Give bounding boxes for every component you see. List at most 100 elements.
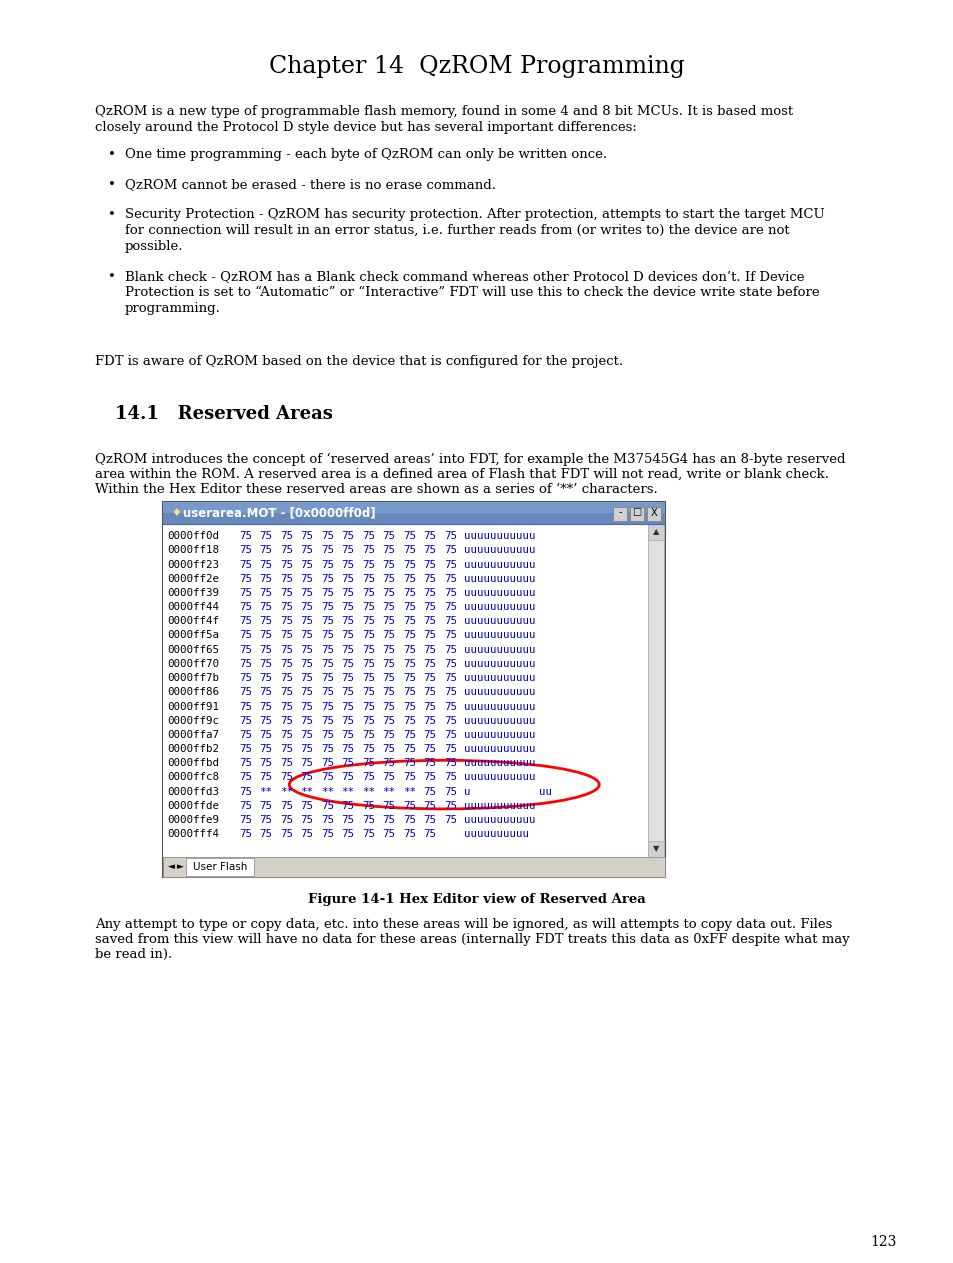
Text: 75: 75	[402, 730, 416, 740]
Text: Figure 14-1 Hex Editor view of Reserved Area: Figure 14-1 Hex Editor view of Reserved …	[308, 893, 645, 906]
Text: 75: 75	[259, 659, 273, 669]
Text: 75: 75	[361, 532, 375, 541]
Text: 75: 75	[320, 630, 334, 640]
Text: uuuuuuuuuuu: uuuuuuuuuuu	[463, 701, 535, 711]
Text: 75: 75	[423, 730, 436, 740]
Bar	[613, 506, 626, 522]
Text: 75: 75	[382, 532, 395, 541]
Text: 75: 75	[341, 673, 355, 683]
Text: •: •	[108, 270, 116, 283]
Bar	[163, 524, 647, 858]
Text: 75: 75	[443, 716, 456, 726]
Text: 75: 75	[320, 716, 334, 726]
Text: **: **	[320, 787, 334, 797]
Text: 75: 75	[239, 687, 252, 697]
Text: 75: 75	[239, 602, 252, 613]
Text: 75: 75	[443, 587, 456, 597]
Bar	[163, 501, 664, 524]
Text: 75: 75	[300, 573, 314, 584]
Text: ♦: ♦	[171, 508, 181, 518]
Text: 0000ffe9: 0000ffe9	[167, 815, 219, 825]
Text: 75: 75	[280, 573, 293, 584]
Text: u: u	[463, 787, 470, 797]
Text: 75: 75	[423, 546, 436, 556]
Text: 75: 75	[423, 787, 436, 797]
Bar	[163, 858, 664, 877]
Text: 75: 75	[443, 730, 456, 740]
Text: 75: 75	[300, 701, 314, 711]
Text: 75: 75	[382, 630, 395, 640]
Text: ▼: ▼	[653, 845, 659, 854]
Text: 75: 75	[382, 773, 395, 783]
Text: 75: 75	[300, 830, 314, 840]
Text: 0000ff70: 0000ff70	[167, 659, 219, 669]
Text: 75: 75	[402, 573, 416, 584]
Text: 75: 75	[300, 587, 314, 597]
Text: 75: 75	[423, 744, 436, 754]
Text: 75: 75	[280, 673, 293, 683]
Text: 75: 75	[382, 644, 395, 654]
Text: **: **	[300, 787, 314, 797]
Text: QzROM is a new type of programmable flash memory, found in some 4 and 8 bit MCUs: QzROM is a new type of programmable flas…	[95, 105, 792, 117]
Text: uuuuuuuuuuu: uuuuuuuuuuu	[463, 602, 535, 613]
Text: 75: 75	[320, 659, 334, 669]
Text: 75: 75	[341, 744, 355, 754]
Text: 75: 75	[280, 560, 293, 570]
Text: 75: 75	[300, 673, 314, 683]
Text: 75: 75	[402, 830, 416, 840]
Text: 75: 75	[239, 701, 252, 711]
Text: 75: 75	[239, 560, 252, 570]
Text: 75: 75	[341, 644, 355, 654]
Text: 75: 75	[259, 687, 273, 697]
Text: 75: 75	[300, 687, 314, 697]
Text: 75: 75	[423, 701, 436, 711]
Text: 0000ffc8: 0000ffc8	[167, 773, 219, 783]
Text: 75: 75	[382, 602, 395, 613]
Text: 75: 75	[423, 630, 436, 640]
Text: 75: 75	[443, 659, 456, 669]
Text: 75: 75	[259, 744, 273, 754]
Text: 75: 75	[239, 673, 252, 683]
Text: 75: 75	[361, 701, 375, 711]
Text: 75: 75	[300, 546, 314, 556]
Text: 75: 75	[259, 773, 273, 783]
Text: 75: 75	[320, 644, 334, 654]
Text: 75: 75	[443, 560, 456, 570]
Text: 75: 75	[239, 730, 252, 740]
Text: 75: 75	[402, 560, 416, 570]
Text: be read in).: be read in).	[95, 949, 172, 961]
Text: 75: 75	[361, 573, 375, 584]
Text: 75: 75	[341, 701, 355, 711]
Text: 75: 75	[259, 815, 273, 825]
Text: 75: 75	[423, 587, 436, 597]
Bar	[647, 524, 663, 541]
Text: 75: 75	[259, 758, 273, 768]
Bar	[629, 506, 643, 522]
Text: 75: 75	[361, 744, 375, 754]
Text: 75: 75	[239, 532, 252, 541]
Text: •: •	[108, 148, 116, 160]
Text: 75: 75	[341, 730, 355, 740]
Text: 75: 75	[320, 602, 334, 613]
Text: 75: 75	[300, 630, 314, 640]
Text: QzROM introduces the concept of ‘reserved areas’ into FDT, for example the M3754: QzROM introduces the concept of ‘reserve…	[95, 453, 844, 466]
Text: 0000ff86: 0000ff86	[167, 687, 219, 697]
Text: 75: 75	[280, 644, 293, 654]
Text: uuuuuuuuuuu: uuuuuuuuuuu	[463, 815, 535, 825]
Text: 75: 75	[259, 602, 273, 613]
Text: 14.1   Reserved Areas: 14.1 Reserved Areas	[115, 405, 333, 423]
Text: 0000ffde: 0000ffde	[167, 801, 219, 811]
Text: 75: 75	[280, 701, 293, 711]
Text: 75: 75	[402, 801, 416, 811]
Text: 75: 75	[320, 815, 334, 825]
Text: 75: 75	[320, 560, 334, 570]
Text: 75: 75	[320, 616, 334, 626]
Text: 75: 75	[382, 560, 395, 570]
Text: 0000ff23: 0000ff23	[167, 560, 219, 570]
Text: 75: 75	[300, 560, 314, 570]
Text: 75: 75	[341, 758, 355, 768]
Text: 75: 75	[280, 687, 293, 697]
Text: Security Protection - QzROM has security protection. After protection, attempts : Security Protection - QzROM has security…	[125, 208, 824, 253]
Text: 75: 75	[361, 659, 375, 669]
Text: 75: 75	[423, 560, 436, 570]
